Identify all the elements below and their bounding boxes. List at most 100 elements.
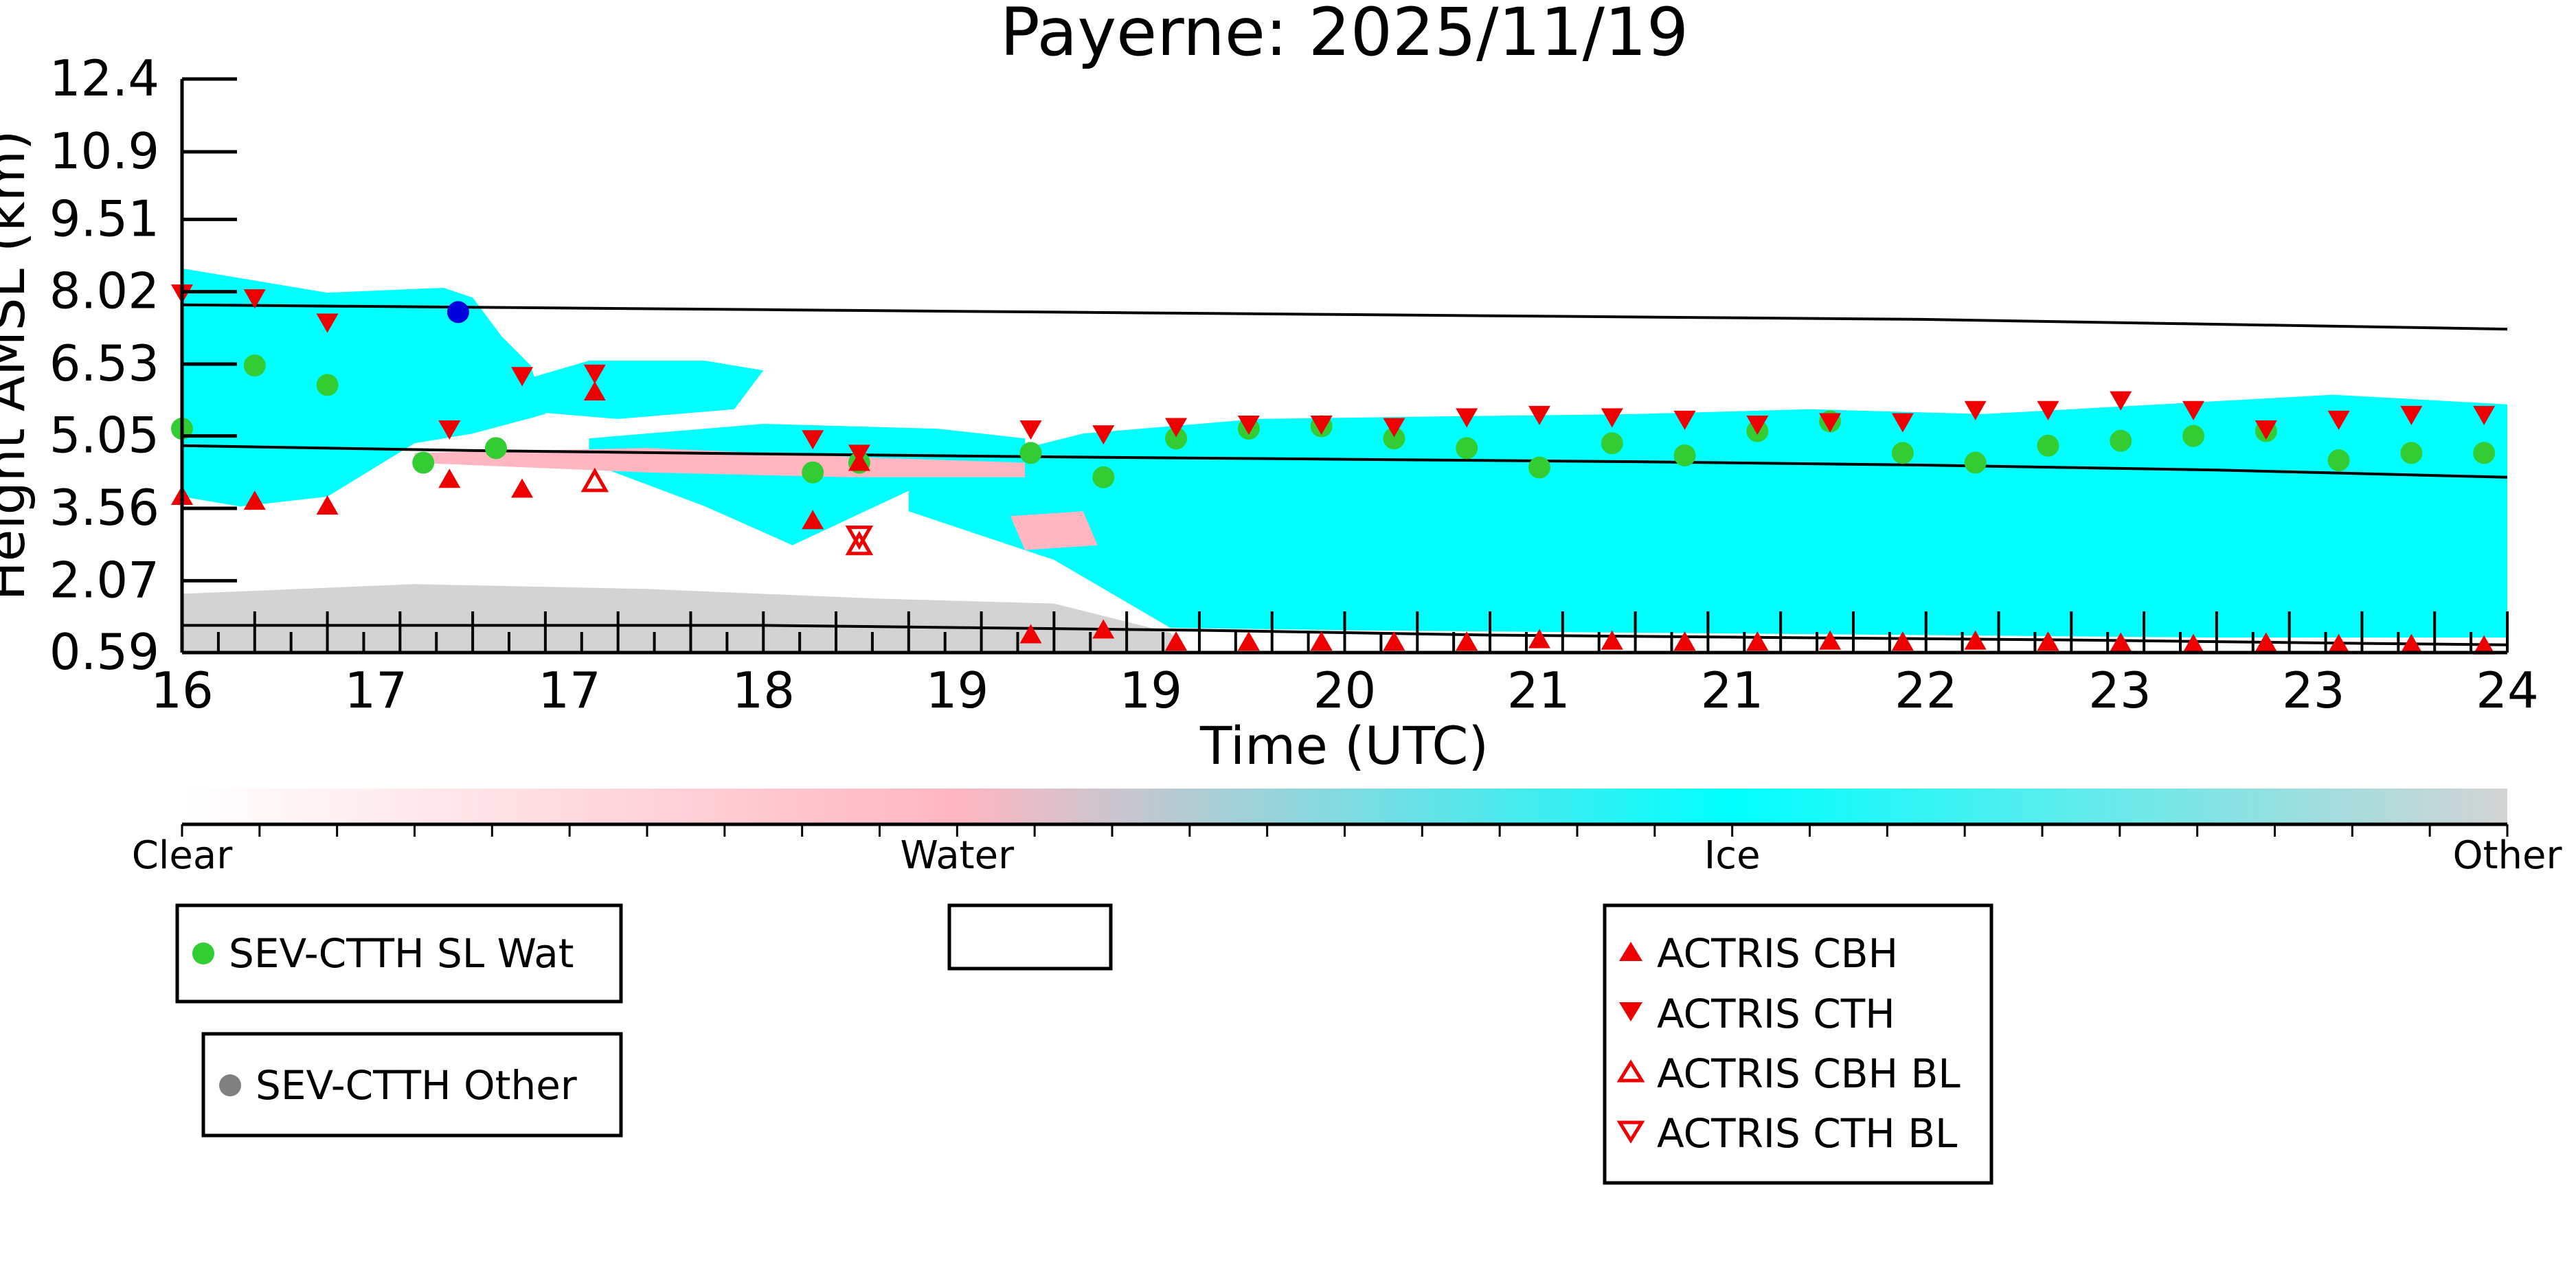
- marker-6-0: [845, 526, 874, 550]
- marker-0-14: [1528, 456, 1550, 479]
- x-tick-label-7: 21: [1507, 662, 1570, 719]
- marker-3-22: [2037, 631, 2059, 651]
- x-axis-title: Time (UTC): [1199, 715, 1489, 776]
- model-line-0: [182, 303, 2507, 331]
- marker-3-16: [1601, 630, 1623, 650]
- marker-4-5: [583, 364, 606, 384]
- colorbar-ticks: [181, 824, 2509, 837]
- legend-marker-cbh: [1619, 942, 1642, 961]
- y-ticks: 0.59 2.07 3.56 5.05 6.53 8.02 9.51 10.9 12.4: [49, 49, 237, 681]
- marker-0-25: [2327, 449, 2350, 472]
- marker-4-11: [1237, 415, 1260, 435]
- marker-3-8: [1019, 624, 1042, 644]
- marker-4-26: [2327, 410, 2350, 430]
- x-tick-label-10: 23: [2088, 662, 2151, 719]
- x-ticks: 16 17 17 18 19 19 20 21 21 22 23 23 24: [150, 611, 2539, 719]
- marker-0-3: [412, 451, 435, 474]
- marker-3-23: [2110, 632, 2132, 652]
- other-region-0: [182, 584, 1185, 653]
- marker-4-15: [1528, 405, 1550, 425]
- marker-0-13: [1456, 437, 1478, 460]
- y-tick-label-1: 2.07: [49, 551, 159, 609]
- marker-4-28: [2473, 405, 2496, 425]
- marker-4-23: [2110, 391, 2132, 411]
- marker-0-26: [2400, 442, 2423, 464]
- marker-3-5: [583, 381, 606, 401]
- colorbar-label-ice: Ice: [1704, 833, 1761, 878]
- marker-2-0: [447, 301, 469, 324]
- model-line-1: [182, 444, 2507, 479]
- marker-3-18: [1746, 631, 1769, 651]
- legend-label-sev-wat: SEV-CTTH SL Wat: [229, 930, 574, 977]
- marker-0-19: [1891, 442, 1914, 464]
- marker-3-24: [2182, 633, 2205, 653]
- marker-4-25: [2255, 420, 2277, 440]
- marker-4-10: [1165, 418, 1188, 438]
- legend-label-cbh: ACTRIS CBH: [1657, 930, 1898, 977]
- marker-4-9: [1092, 425, 1115, 445]
- colorbar-label-clear: Clear: [132, 833, 233, 878]
- y-tick-label-4: 6.53: [49, 335, 159, 392]
- y-tick-label-6: 9.51: [49, 190, 159, 247]
- legend-marker-cth-bl: [1616, 1120, 1645, 1144]
- marker-0-15: [1601, 432, 1623, 455]
- y-tick-label-3: 5.05: [49, 407, 159, 464]
- water-region-1: [1010, 511, 1098, 550]
- marker-4-1: [243, 289, 266, 309]
- marker-4-16: [1601, 408, 1623, 428]
- marker-4-3: [438, 420, 461, 440]
- data-markers: [171, 284, 2496, 655]
- marker-4-17: [1673, 410, 1696, 430]
- marker-3-10: [1165, 631, 1188, 651]
- marker-3-21: [1964, 630, 1987, 650]
- marker-4-18: [1746, 415, 1769, 435]
- marker-4-14: [1456, 408, 1478, 428]
- marker-4-8: [1019, 420, 1042, 440]
- x-tick-label-8: 21: [1701, 662, 1764, 719]
- marker-3-2: [316, 495, 339, 515]
- marker-5-0: [580, 467, 609, 493]
- legend-label-cth-bl: ACTRIS CTH BL: [1657, 1110, 1957, 1157]
- legend-marker-sev-other: [219, 1074, 241, 1096]
- marker-0-8: [1092, 466, 1115, 488]
- marker-4-21: [1964, 400, 1987, 420]
- legend-label-cth: ACTRIS CTH: [1657, 991, 1895, 1037]
- marker-4-27: [2400, 405, 2423, 425]
- marker-0-27: [2473, 442, 2496, 464]
- marker-4-4: [511, 367, 534, 387]
- x-tick-label-9: 22: [1895, 662, 1958, 719]
- marker-3-27: [2400, 633, 2423, 653]
- legend-marker-cth: [1619, 1002, 1642, 1021]
- marker-0-4: [484, 437, 507, 460]
- legend-empty-box: [947, 903, 1113, 971]
- legend-marker-cbh-bl: [1616, 1059, 1645, 1083]
- marker-0-1: [243, 354, 266, 377]
- legend-sev-other: SEV-CTTH Other: [201, 1032, 623, 1138]
- x-tick-label-1: 17: [344, 662, 407, 719]
- y-axis-title: Height AMSL (km): [0, 130, 36, 600]
- marker-3-17: [1673, 631, 1696, 651]
- marker-3-1: [243, 490, 266, 510]
- marker-3-26: [2327, 633, 2350, 653]
- x-tick-label-2: 17: [538, 662, 601, 719]
- legend-actris: ACTRIS CBH ACTRIS CTH ACTRIS CBH BL ACTR…: [1603, 903, 1993, 1185]
- marker-0-22: [2110, 429, 2132, 452]
- marker-0-21: [2037, 434, 2059, 457]
- x-tick-label-11: 23: [2282, 662, 2345, 719]
- water-region-0: [414, 448, 1026, 477]
- x-tick-label-0: 16: [150, 662, 214, 719]
- ice-region-3: [908, 394, 2507, 638]
- marker-3-15: [1528, 629, 1550, 648]
- marker-3-12: [1310, 631, 1333, 651]
- x-tick-label-3: 18: [732, 662, 795, 719]
- marker-4-7: [848, 444, 870, 464]
- marker-5-1: [845, 530, 874, 556]
- x-tick-label-6: 20: [1313, 662, 1377, 719]
- marker-3-14: [1456, 631, 1478, 651]
- x-tick-label-5: 19: [1119, 662, 1182, 719]
- marker-3-3: [438, 468, 461, 488]
- marker-3-25: [2255, 632, 2277, 652]
- marker-4-13: [1383, 418, 1405, 438]
- marker-0-12: [1383, 427, 1405, 450]
